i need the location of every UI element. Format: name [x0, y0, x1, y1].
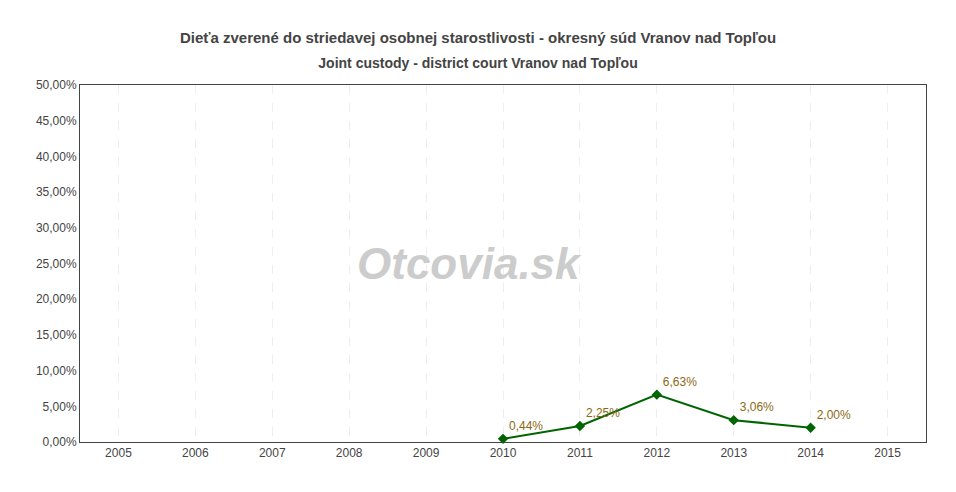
svg-text:2005: 2005	[105, 446, 132, 460]
svg-text:0,00%: 0,00%	[43, 435, 77, 449]
svg-text:2008: 2008	[336, 446, 363, 460]
svg-text:Joint custody - district court: Joint custody - district court Vranov na…	[318, 55, 637, 71]
svg-text:6,63%: 6,63%	[663, 375, 697, 389]
svg-text:35,00%: 35,00%	[36, 185, 77, 199]
svg-text:3,06%: 3,06%	[740, 400, 774, 414]
svg-text:2,00%: 2,00%	[817, 408, 851, 422]
svg-text:30,00%: 30,00%	[36, 221, 77, 235]
svg-text:2012: 2012	[643, 446, 670, 460]
svg-text:2011: 2011	[567, 446, 593, 460]
svg-text:2009: 2009	[413, 446, 440, 460]
svg-text:40,00%: 40,00%	[36, 150, 77, 164]
svg-text:Dieťa zverené do striedavej os: Dieťa zverené do striedavej osobnej star…	[180, 29, 776, 46]
svg-text:2013: 2013	[720, 446, 747, 460]
svg-text:2006: 2006	[182, 446, 209, 460]
svg-text:2015: 2015	[874, 446, 901, 460]
svg-text:Otcovia.sk: Otcovia.sk	[357, 239, 582, 288]
svg-text:45,00%: 45,00%	[36, 114, 77, 128]
svg-text:50,00%: 50,00%	[36, 78, 77, 92]
svg-text:2010: 2010	[490, 446, 517, 460]
svg-text:2,25%: 2,25%	[586, 406, 620, 420]
svg-text:20,00%: 20,00%	[36, 292, 77, 306]
svg-text:5,00%: 5,00%	[43, 400, 77, 414]
svg-text:15,00%: 15,00%	[36, 328, 77, 342]
svg-text:2007: 2007	[259, 446, 286, 460]
svg-text:10,00%: 10,00%	[36, 364, 77, 378]
svg-text:25,00%: 25,00%	[36, 257, 77, 271]
svg-text:2014: 2014	[797, 446, 824, 460]
svg-text:0,44%: 0,44%	[509, 419, 543, 433]
